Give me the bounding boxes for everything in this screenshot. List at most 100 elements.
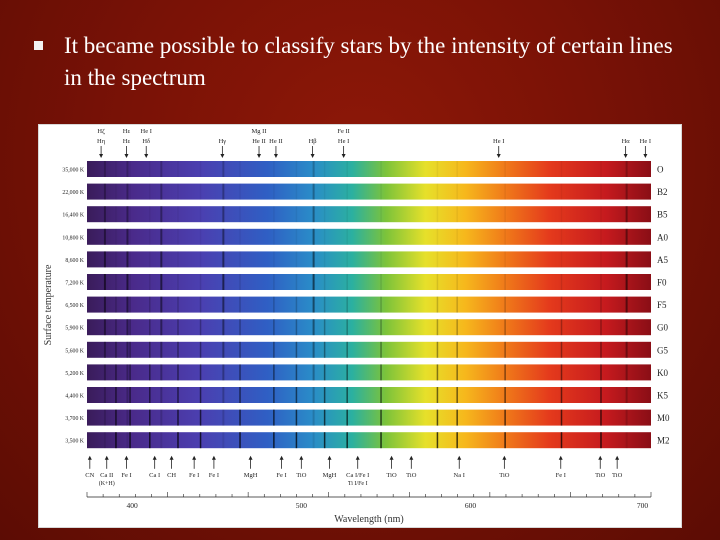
absorption-line: [380, 341, 382, 358]
absorption-line: [600, 319, 602, 336]
arrowhead-icon: [273, 154, 278, 158]
absorption-line: [149, 387, 151, 403]
bottom-line-label: Fe I: [209, 472, 219, 479]
absorption-line: [560, 387, 563, 403]
absorption-line: [149, 251, 151, 268]
absorption-line: [103, 409, 106, 426]
absorption-line: [129, 161, 131, 177]
stellar-spectra-figure: 35,000 K O 22,000 K B2 16,400 K B5 10,800 K A0 8…: [38, 124, 682, 528]
absorption-line: [380, 432, 382, 449]
absorption-line: [273, 409, 275, 426]
bottom-line-marker: TiO: [612, 455, 623, 479]
absorption-line: [177, 341, 179, 358]
absorption-line: [380, 387, 382, 403]
absorption-line: [273, 206, 275, 223]
absorption-line: [129, 183, 131, 200]
bottom-line-marker: Fe I: [189, 455, 199, 479]
absorption-line: [177, 432, 179, 449]
arrowhead-icon: [87, 455, 92, 460]
absorption-line: [129, 409, 131, 426]
temperature-label: 3,700 K: [65, 416, 84, 422]
absorption-line: [115, 409, 117, 426]
absorption-line: [222, 161, 225, 177]
arrowhead-icon: [104, 455, 109, 460]
spectral-class-label: F0: [657, 278, 667, 288]
top-line-marker: He I Hδ: [141, 128, 152, 158]
absorption-line: [160, 387, 163, 403]
x-axis-title: Wavelength (nm): [334, 514, 403, 525]
absorption-line: [222, 341, 225, 358]
top-line-marker: Hε Hε: [123, 128, 130, 158]
absorption-line: [103, 183, 106, 200]
absorption-line: [199, 206, 202, 223]
absorption-line: [436, 161, 439, 177]
absorption-line: [295, 296, 298, 313]
wavelength-tick-label: 500: [296, 501, 308, 510]
absorption-line: [380, 296, 382, 313]
absorption-line: [600, 341, 602, 358]
absorption-line: [560, 161, 563, 177]
absorption-line: [625, 296, 628, 313]
temperature-label: 6,500 K: [65, 303, 84, 309]
absorption-line: [239, 183, 241, 200]
absorption-line: [346, 341, 348, 358]
absorption-line: [295, 341, 298, 358]
absorption-line: [436, 206, 439, 223]
absorption-line: [625, 274, 628, 290]
spectral-class-label: M2: [657, 436, 670, 446]
absorption-line: [239, 409, 241, 426]
top-line-label-upper: He I: [141, 128, 152, 135]
absorption-line: [149, 206, 151, 223]
arrowhead-icon: [457, 455, 462, 460]
absorption-line: [239, 251, 241, 268]
absorption-line: [295, 432, 298, 449]
absorption-line: [149, 341, 151, 358]
absorption-line: [625, 206, 628, 223]
arrowhead-icon: [643, 154, 648, 158]
absorption-line: [456, 251, 458, 268]
absorption-line: [115, 161, 117, 177]
absorption-line: [115, 228, 117, 245]
absorption-line: [323, 274, 326, 290]
bottom-line-label: TiO: [386, 472, 397, 479]
absorption-line: [295, 206, 298, 223]
absorption-line: [129, 206, 131, 223]
absorption-line: [456, 296, 458, 313]
temperature-label: 7,200 K: [65, 281, 84, 287]
spectrum-row: 10,800 K A0: [62, 228, 668, 245]
absorption-line: [625, 409, 628, 426]
spectrum-band: [87, 183, 651, 200]
absorption-line: [149, 161, 151, 177]
absorption-line: [323, 319, 326, 336]
bottom-line-label: Ca I/Fe I: [346, 472, 369, 479]
top-line-marker: Hζ Hη: [97, 128, 106, 158]
absorption-line: [160, 161, 163, 177]
absorption-line: [504, 296, 506, 313]
bottom-line-label: TiO: [406, 472, 417, 479]
absorption-line: [600, 387, 602, 403]
absorption-line: [346, 206, 348, 223]
bottom-line-marker: Ca I: [149, 455, 160, 479]
absorption-line: [126, 387, 129, 403]
temperature-label: 10,800 K: [62, 235, 84, 241]
absorption-line: [456, 341, 458, 358]
absorption-line: [295, 161, 298, 177]
absorption-line: [436, 409, 439, 426]
absorption-line: [600, 228, 602, 245]
absorption-line: [222, 183, 225, 200]
absorption-line: [560, 319, 563, 336]
absorption-line: [177, 409, 179, 426]
absorption-line: [160, 183, 163, 200]
absorption-line: [222, 387, 225, 403]
absorption-line: [199, 319, 202, 336]
absorption-line: [115, 274, 117, 290]
absorption-line: [346, 274, 348, 290]
absorption-line: [504, 228, 506, 245]
absorption-line: [199, 228, 202, 245]
absorption-line: [126, 409, 129, 426]
spectrum-band: [87, 228, 651, 245]
absorption-line: [323, 341, 326, 358]
absorption-line: [239, 206, 241, 223]
spectrum-row: 6,500 K F5: [65, 296, 667, 313]
bottom-line-label: Ca II: [100, 472, 113, 479]
